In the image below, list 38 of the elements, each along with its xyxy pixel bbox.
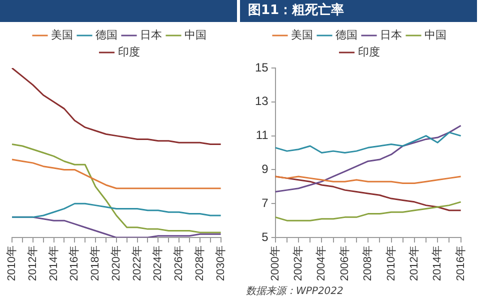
x-tick-label: 2010年 [6, 246, 18, 282]
legend-label: 美国 [51, 28, 73, 42]
x-tick-label: 2008年 [362, 246, 374, 282]
x-tick-label: 2010年 [385, 246, 398, 282]
legend-label: 中国 [424, 28, 446, 42]
x-tick-label: 2002年 [292, 246, 305, 282]
x-tick-label: 2012年 [26, 246, 39, 282]
x-tick-label: 2016年 [454, 246, 467, 282]
x-tick-label: 2014年 [48, 246, 60, 282]
y-tick-label: 5 [262, 230, 269, 244]
x-tick-label: 2024年 [152, 246, 164, 282]
legend-label: 美国 [291, 28, 313, 42]
x-tick-label: 2020年 [110, 246, 122, 282]
legend-label: 日本 [380, 28, 402, 42]
y-tick-label: 11 [256, 128, 269, 142]
legend-label: 中国 [184, 28, 206, 42]
x-tick-label: 2028年 [194, 246, 206, 282]
chart-title: 图11：粗死亡率 [240, 0, 477, 22]
x-tick-label: 2018年 [90, 246, 102, 282]
x-tick-label: 2016年 [68, 246, 81, 282]
legend-label: 德国 [336, 28, 358, 42]
legend-label: 印度 [358, 45, 380, 58]
x-tick-label: 2030年 [214, 246, 227, 282]
y-tick-label: 13 [254, 94, 269, 108]
legend-label: 日本 [140, 28, 162, 42]
legend-label: 印度 [118, 45, 140, 58]
x-tick-label: 2000年 [269, 246, 282, 282]
y-tick-label: 15 [254, 60, 269, 74]
x-tick-label: 2026年 [173, 246, 186, 282]
x-tick-label: 2004年 [316, 246, 328, 282]
x-tick-label: 2006年 [338, 246, 351, 282]
y-tick-label: 9 [262, 162, 269, 176]
source-note: 数据来源：WPP2022 [245, 284, 344, 299]
x-tick-label: 2012年 [408, 246, 420, 282]
y-tick-label: 7 [262, 196, 269, 210]
x-tick-label: 2022年 [131, 246, 144, 282]
x-tick-label: 2014年 [432, 246, 444, 282]
legend-label: 德国 [96, 28, 118, 42]
